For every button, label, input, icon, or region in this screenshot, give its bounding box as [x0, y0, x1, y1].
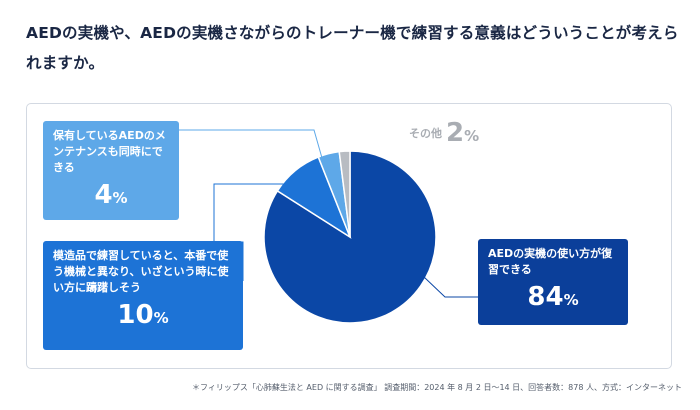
survey-footnote: ＊フィリップス「心肺蘇生法と AED に関する調査」 調査期間：2024 年 8…: [192, 383, 682, 392]
pie-slice-other: [338, 150, 351, 238]
callout-review: AEDの実機の使い方が復習できる 84%: [478, 239, 628, 325]
callout-other: その他 2%: [409, 118, 479, 148]
callout-review-value: 84%: [527, 282, 579, 312]
callout-review-label: AEDの実機の使い方が復習できる: [488, 247, 613, 276]
question-title: AEDの実機や、AEDの実機さながらのトレーナー機で練習する意義はどういうことが…: [26, 24, 679, 72]
leader-line-review: [423, 276, 478, 298]
callout-maintenance-value: 4%: [94, 180, 128, 210]
leader-line-maintenance: [179, 129, 323, 159]
callout-other-label: その他: [409, 127, 442, 140]
callout-replica-value: 10%: [117, 300, 169, 330]
callout-replica-label: 模造品で練習していると、本番で使う機械と異なり、いざという時に使い方に躊躇しそう: [53, 249, 229, 294]
callout-replica: 模造品で練習していると、本番で使う機械と異なり、いざという時に使い方に躊躇しそう…: [43, 241, 243, 350]
callout-other-value: 2%: [446, 118, 480, 148]
callout-maintenance: 保有しているAEDのメンテナンスも同時にできる 4%: [43, 121, 179, 220]
callout-maintenance-label: 保有しているAEDのメンテナンスも同時にできる: [53, 129, 166, 174]
